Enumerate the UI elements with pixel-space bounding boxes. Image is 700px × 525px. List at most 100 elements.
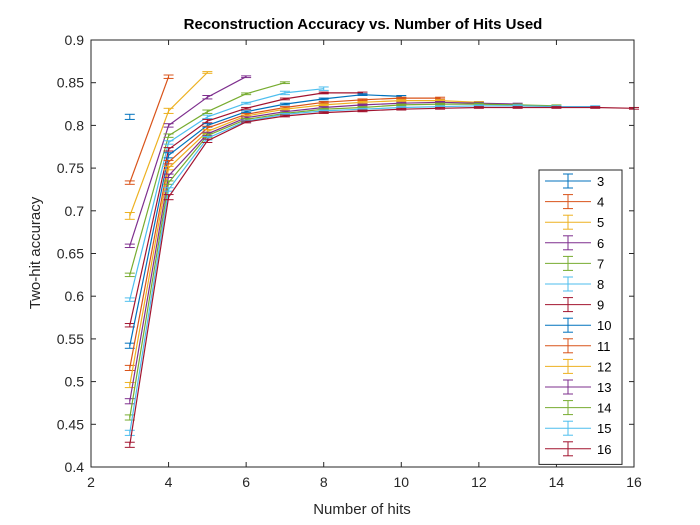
- legend-item-14: 14: [545, 400, 611, 416]
- legend-label-3: 3: [597, 174, 604, 189]
- legend-label-8: 8: [597, 277, 604, 292]
- y-tick-label: 0.55: [57, 331, 84, 347]
- series-10: [124, 93, 407, 349]
- chart-title: Reconstruction Accuracy vs. Number of Hi…: [184, 16, 543, 33]
- y-tick-label: 0.65: [57, 246, 84, 262]
- error-bar-8-7: [279, 90, 290, 96]
- error-bar-10-7: [279, 102, 290, 106]
- legend-item-6: 6: [545, 235, 604, 251]
- error-bar-16-3: [124, 441, 135, 448]
- error-bar-16-14: [551, 106, 562, 109]
- error-bar-9-4: [163, 147, 174, 152]
- error-bar-8-5: [202, 114, 213, 120]
- legend-item-3: 3: [545, 173, 604, 189]
- x-tick-label: 6: [242, 474, 250, 490]
- y-tick-label: 0.5: [65, 374, 85, 390]
- x-tick-label: 10: [393, 474, 409, 490]
- legend-label-4: 4: [597, 195, 604, 210]
- legend-item-12: 12: [545, 358, 611, 374]
- error-bar-7-5: [202, 109, 213, 114]
- axes: 2 4 6 8 10 12 14 16 0.4 0.45 0.5 0.55 0.6 0.65 0.7 0.75…: [57, 32, 642, 490]
- x-axis-label: Number of hits: [313, 501, 411, 518]
- legend-item-13: 13: [545, 379, 611, 395]
- error-bar-16-4: [163, 194, 174, 201]
- series-line-10: [129, 94, 402, 346]
- error-bar-16-8: [318, 111, 329, 114]
- error-bar-7-4: [163, 133, 174, 138]
- y-tick-label: 0.7: [65, 203, 85, 219]
- legend-item-16: 16: [545, 441, 611, 457]
- error-bar-5-3: [124, 212, 135, 220]
- series-4: [124, 74, 174, 185]
- legend-item-4: 4: [545, 194, 604, 210]
- error-bar-12-4: [163, 165, 174, 171]
- legend-label-10: 10: [597, 318, 611, 333]
- error-bar-9-5: [202, 118, 213, 124]
- error-bar-8-4: [163, 140, 174, 145]
- y-axis-label: Two-hit accuracy: [27, 196, 44, 309]
- error-bar-7-6: [241, 92, 252, 96]
- error-bar-16-7: [279, 114, 290, 118]
- error-bar-11-8: [318, 100, 329, 104]
- y-tick-label: 0.85: [57, 75, 84, 91]
- error-bar-8-6: [241, 101, 252, 105]
- series-line-14: [129, 103, 557, 418]
- error-bar-4-4: [163, 74, 174, 79]
- error-bar-6-6: [241, 75, 252, 79]
- error-bar-10-4: [163, 152, 174, 159]
- error-bar-11-4: [163, 159, 174, 165]
- error-bar-15-4: [163, 187, 174, 192]
- legend-item-11: 11: [545, 338, 611, 354]
- legend: 3 4 5 6 7 8 9 10 11 12 13 14 15 16: [538, 169, 623, 465]
- error-bar-16-12: [473, 106, 484, 109]
- error-bar-7-3: [124, 272, 135, 278]
- error-bar-12-7: [279, 107, 290, 111]
- legend-label-7: 7: [597, 256, 604, 271]
- series-6: [124, 75, 252, 249]
- error-bar-15-3: [124, 429, 135, 436]
- error-bar-8-8: [318, 86, 329, 91]
- series-line-16: [129, 106, 635, 445]
- x-tick-label: 4: [165, 474, 173, 490]
- series-7: [124, 81, 290, 278]
- series-8: [124, 86, 329, 302]
- legend-label-9: 9: [597, 298, 604, 313]
- error-bar-5-5: [202, 71, 213, 74]
- legend-item-8: 8: [545, 276, 604, 292]
- error-bar-12-10: [396, 99, 407, 102]
- legend-item-5: 5: [545, 214, 604, 230]
- error-bar-6-5: [202, 95, 213, 100]
- series-line-4: [129, 76, 170, 183]
- error-bar-11-10: [396, 96, 407, 100]
- legend-label-11: 11: [597, 339, 611, 354]
- legend-label-15: 15: [597, 421, 611, 436]
- error-bar-12-8: [318, 103, 329, 107]
- series-13: [124, 100, 523, 405]
- x-tick-label: 8: [320, 474, 328, 490]
- legend-item-9: 9: [545, 297, 604, 313]
- series-line-8: [129, 88, 324, 300]
- error-bar-11-11: [435, 96, 446, 100]
- y-tick-label: 0.9: [65, 32, 85, 48]
- error-bar-7-7: [279, 81, 290, 85]
- series-5: [124, 71, 213, 220]
- error-bar-8-3: [124, 297, 135, 302]
- y-tick-label: 0.4: [65, 459, 85, 475]
- error-bar-10-8: [318, 97, 329, 101]
- error-bar-13-9: [357, 103, 368, 107]
- error-bar-5-4: [163, 107, 174, 114]
- x-tick-label: 2: [87, 474, 95, 490]
- legend-label-13: 13: [597, 380, 611, 395]
- error-bar-9-6: [241, 106, 252, 110]
- legend-item-10: 10: [545, 317, 611, 333]
- error-bar-16-13: [512, 106, 523, 109]
- error-bar-10-6: [241, 110, 252, 114]
- error-bar-9-8: [318, 91, 329, 95]
- legend-box: [538, 169, 623, 465]
- legend-item-15: 15: [545, 420, 611, 436]
- error-bar-16-15: [590, 106, 601, 109]
- legend-label-14: 14: [597, 401, 611, 416]
- series-11: [124, 96, 446, 371]
- error-bar-10-9: [357, 93, 368, 97]
